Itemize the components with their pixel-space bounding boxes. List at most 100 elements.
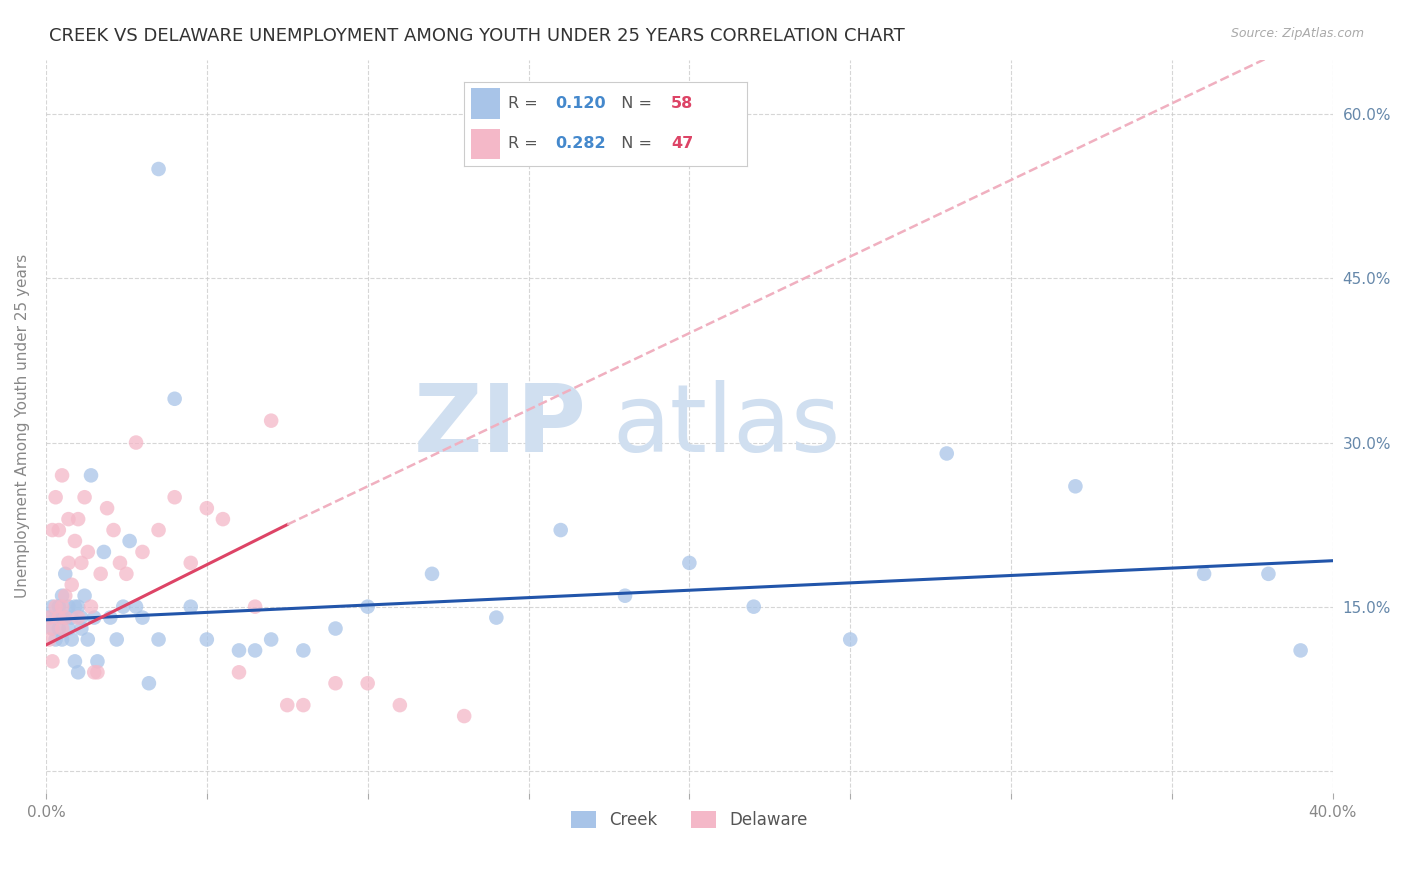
Point <box>38 610 60 624</box>
Point <box>53 566 76 581</box>
Point <box>45 599 67 614</box>
Point <box>148 523 170 537</box>
Point <box>180 556 202 570</box>
Point <box>53 610 76 624</box>
Point <box>93 545 115 559</box>
Point <box>935 446 957 460</box>
Text: atlas: atlas <box>612 380 841 472</box>
Point <box>80 599 103 614</box>
Point <box>48 622 70 636</box>
Point <box>118 534 141 549</box>
Point <box>53 589 76 603</box>
Point <box>63 654 86 668</box>
Point <box>70 556 93 570</box>
Point <box>53 610 76 624</box>
Point <box>453 709 475 723</box>
Point <box>1192 566 1215 581</box>
Point <box>41 622 63 636</box>
Point <box>51 610 73 624</box>
Text: Source: ZipAtlas.com: Source: ZipAtlas.com <box>1230 27 1364 40</box>
Point <box>58 622 80 636</box>
Point <box>70 622 93 636</box>
Point <box>80 468 103 483</box>
Point <box>41 654 63 668</box>
Point <box>63 599 86 614</box>
Point <box>96 501 118 516</box>
Point <box>58 512 80 526</box>
Point <box>276 698 298 712</box>
Point <box>163 392 186 406</box>
Point <box>228 643 250 657</box>
Point <box>41 622 63 636</box>
Point <box>51 632 73 647</box>
Point <box>180 599 202 614</box>
Point <box>76 632 98 647</box>
Point <box>60 632 83 647</box>
Point <box>86 654 108 668</box>
Point <box>163 490 186 504</box>
Point <box>51 599 73 614</box>
Point <box>83 610 105 624</box>
Point <box>73 589 96 603</box>
Point <box>131 545 153 559</box>
Point <box>103 523 125 537</box>
Point <box>260 414 283 428</box>
Point <box>212 512 235 526</box>
Point <box>550 523 572 537</box>
Point <box>86 665 108 680</box>
Point <box>51 622 73 636</box>
Point <box>195 632 218 647</box>
Point <box>228 665 250 680</box>
Point <box>614 589 637 603</box>
Point <box>48 610 70 624</box>
Point <box>105 632 128 647</box>
Point <box>67 665 90 680</box>
Point <box>108 556 131 570</box>
Point <box>325 676 347 690</box>
Point <box>48 523 70 537</box>
Point <box>112 599 135 614</box>
Point <box>125 435 148 450</box>
Point <box>388 698 411 712</box>
Point <box>38 632 60 647</box>
Point <box>260 632 283 647</box>
Point <box>243 643 266 657</box>
Point <box>195 501 218 516</box>
Point <box>83 665 105 680</box>
Point <box>58 556 80 570</box>
Point <box>67 599 90 614</box>
Point <box>243 599 266 614</box>
Point <box>51 468 73 483</box>
Point <box>1064 479 1087 493</box>
Point <box>60 610 83 624</box>
Point <box>51 589 73 603</box>
Point <box>115 566 138 581</box>
Point <box>60 578 83 592</box>
Text: ZIP: ZIP <box>413 380 586 472</box>
Point <box>1257 566 1279 581</box>
Point <box>420 566 443 581</box>
Point <box>839 632 862 647</box>
Point <box>41 599 63 614</box>
Point <box>76 545 98 559</box>
Point <box>485 610 508 624</box>
Point <box>148 632 170 647</box>
Point <box>70 610 93 624</box>
Point <box>45 632 67 647</box>
Point <box>98 610 121 624</box>
Legend: Creek, Delaware: Creek, Delaware <box>564 804 814 836</box>
Point <box>45 490 67 504</box>
Point <box>678 556 700 570</box>
Point <box>58 599 80 614</box>
Point <box>63 534 86 549</box>
Point <box>41 523 63 537</box>
Point <box>138 676 160 690</box>
Point <box>125 599 148 614</box>
Point <box>45 610 67 624</box>
Point <box>131 610 153 624</box>
Point <box>67 610 90 624</box>
Point <box>38 610 60 624</box>
Point <box>742 599 765 614</box>
Point <box>48 599 70 614</box>
Point <box>90 566 112 581</box>
